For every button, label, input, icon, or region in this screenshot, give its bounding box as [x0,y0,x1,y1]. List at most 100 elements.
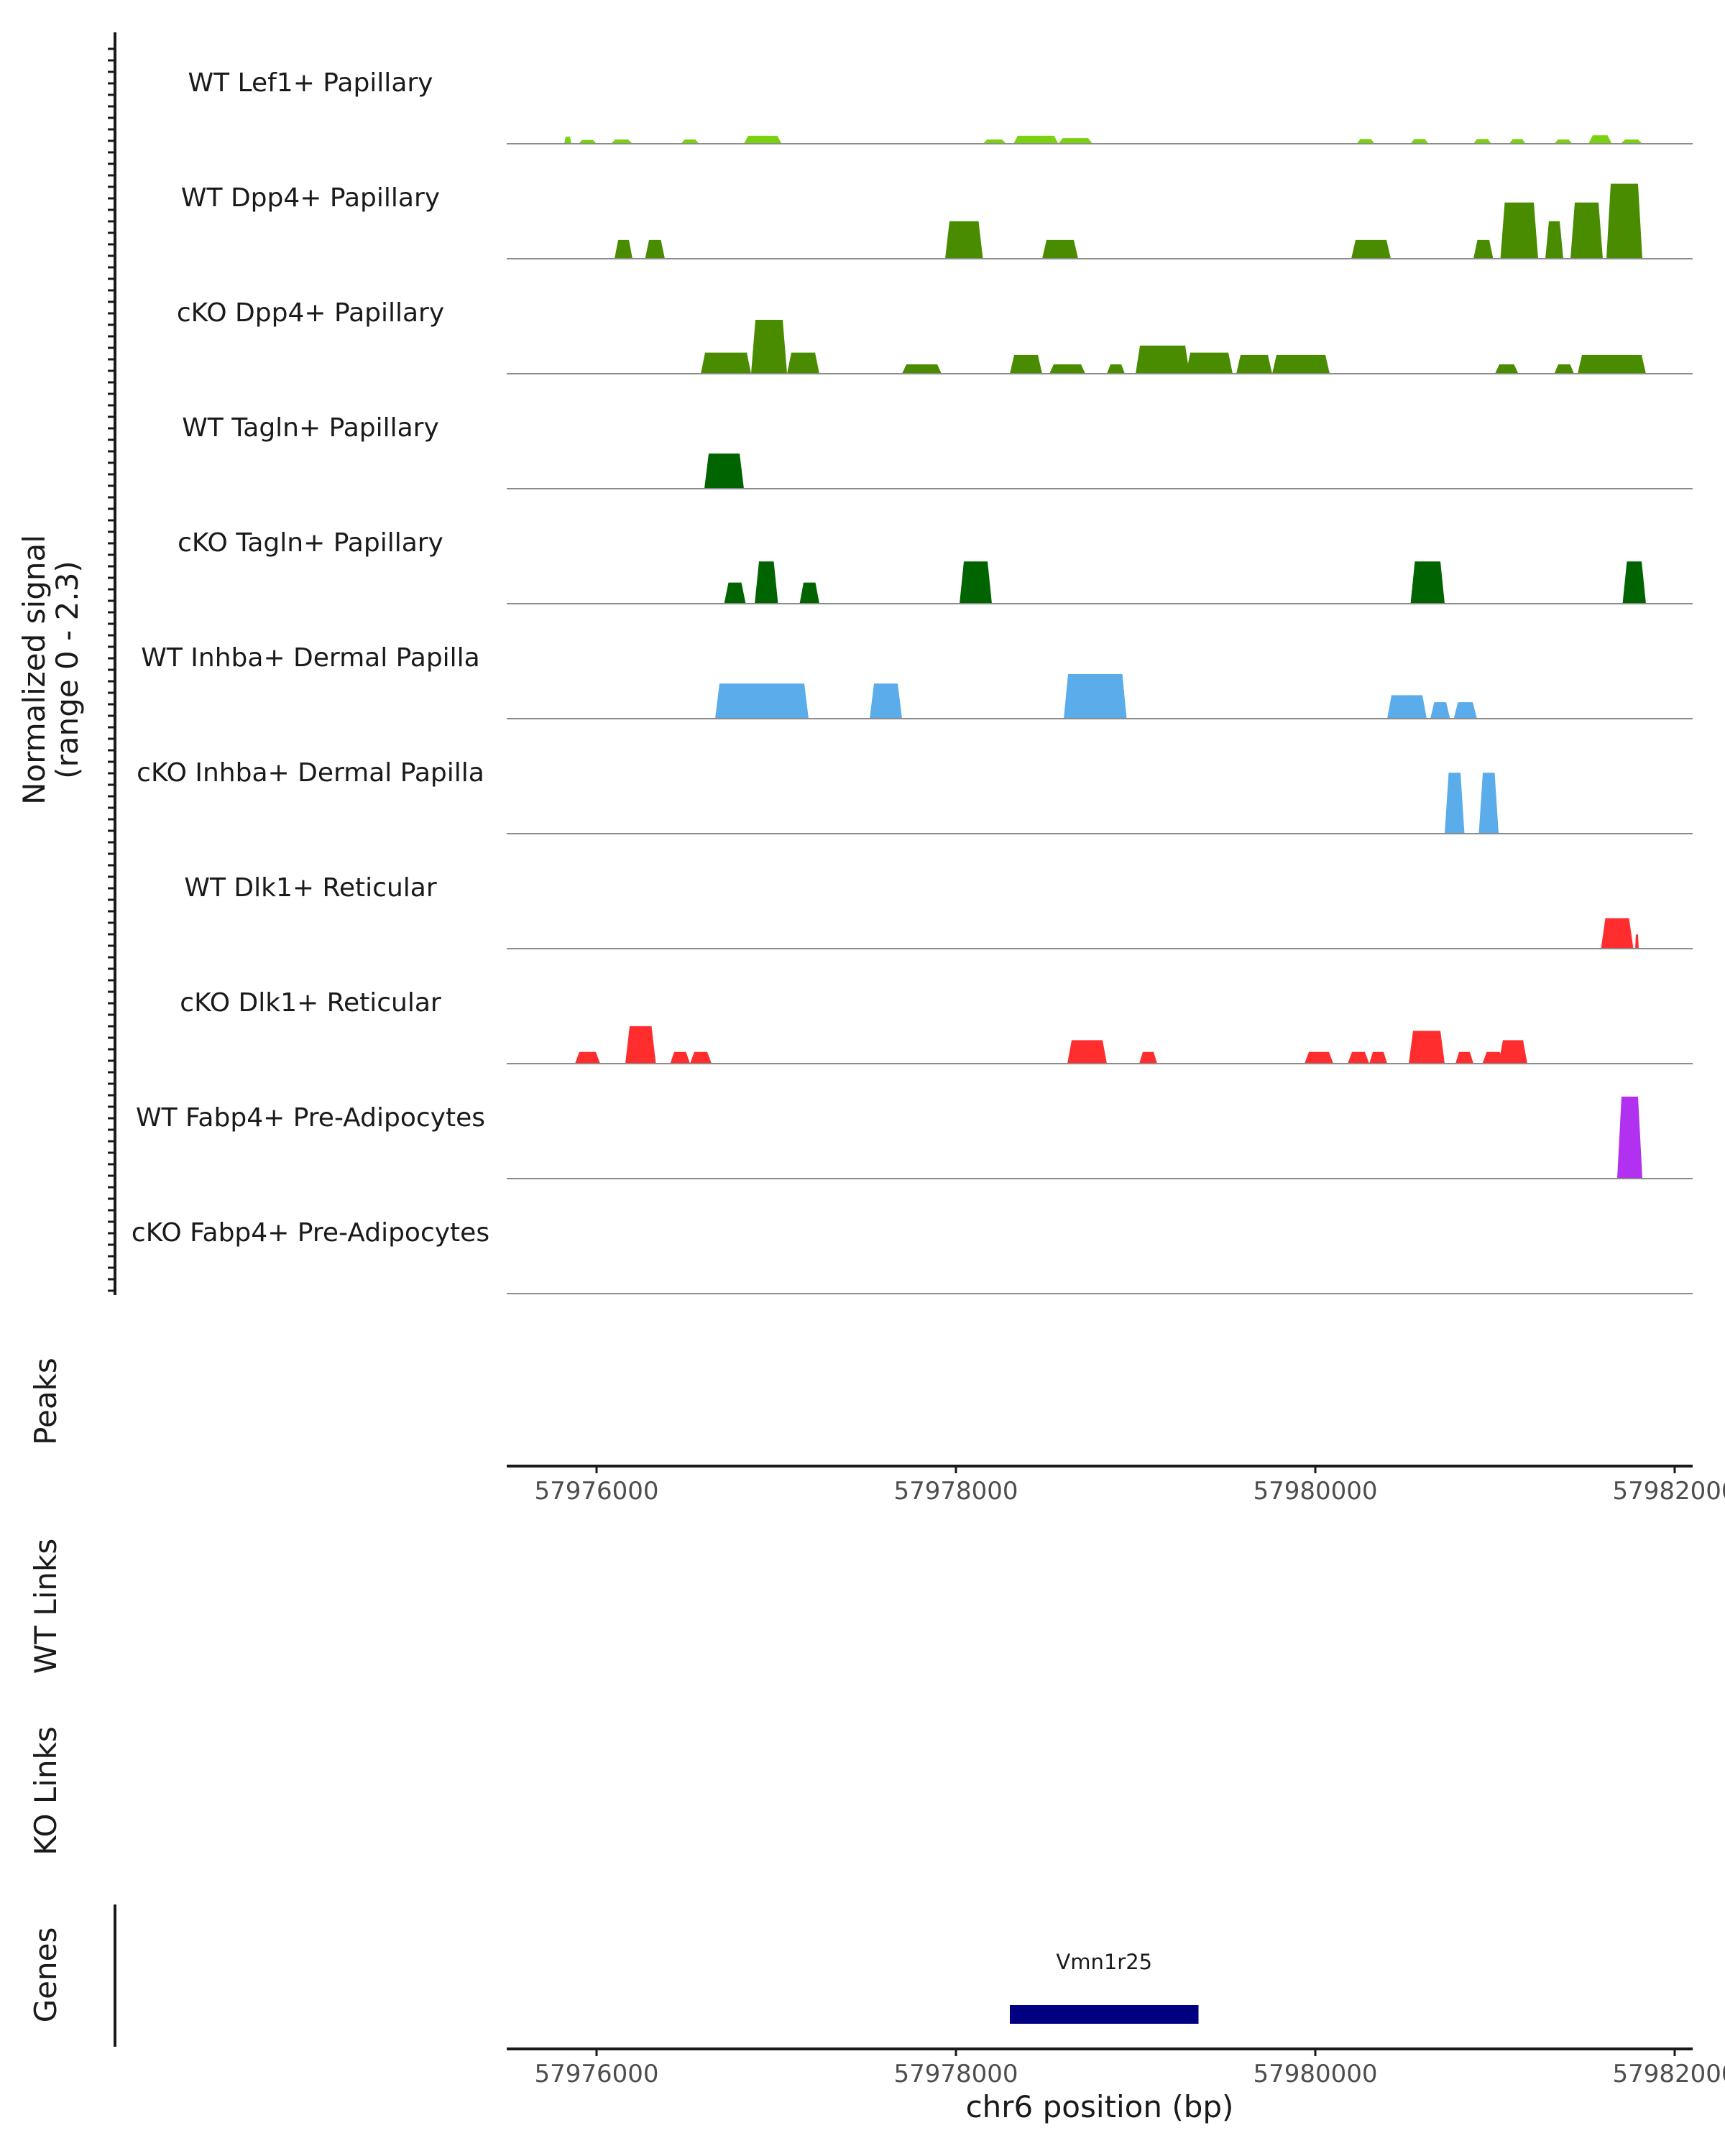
genes-x-tick-label-2: 57980000 [1253,2060,1377,2088]
track-wt-dlk1-reticular: WT Dlk1+ Reticular [184,873,1693,949]
signal-peak-wt-inhba-dermal-papilla-1 [870,683,902,719]
signal-peak-wt-dpp4-papillary-5 [1473,239,1494,259]
peaks-x-tick-label-0: 57976000 [534,1477,658,1506]
signal-peak-wt-dlk1-reticular-1 [1635,934,1639,949]
genes-panel: Genes Vmn1r25 57976000 57978000 57980000 57… [28,1904,1725,2124]
genes-x-tick-label-1: 57978000 [893,2060,1018,2088]
track-wt-inhba-dermal-papilla: WT Inhba+ Dermal Papilla [141,643,1693,719]
signal-peak-cko-dpp4-papillary-1 [751,320,787,374]
track-cko-dlk1-reticular: cKO Dlk1+ Reticular [180,988,1693,1064]
signal-peak-wt-lef1-papillary-12 [1554,139,1573,144]
signal-peak-cko-dlk1-reticular-5 [1139,1051,1157,1064]
track-cko-fabp4-pre-adipocytes: cKO Fabp4+ Pre-Adipocytes [132,1218,1693,1294]
signal-peak-cko-dpp4-papillary-4 [1010,354,1042,374]
links-panels: WT Links KO Links [28,1539,63,1856]
x-axis-title: chr6 position (bp) [966,2089,1234,2124]
track-label-wt-fabp4-pre-adipocytes: WT Fabp4+ Pre-Adipocytes [136,1103,485,1133]
peaks-label: Peaks [28,1358,63,1445]
genes-x-axis-ticks: 57976000 57978000 57980000 57982000 [534,2049,1725,2088]
signal-peak-wt-inhba-dermal-papilla-3 [1387,695,1427,719]
coverage-y-axis [108,32,116,1295]
signal-peak-wt-lef1-papillary-7 [1058,138,1092,144]
signal-peak-wt-inhba-dermal-papilla-2 [1064,674,1127,719]
signal-peak-wt-lef1-papillary-9 [1410,139,1429,144]
genes-x-tick-label-0: 57976000 [534,2060,658,2088]
track-wt-fabp4-pre-adipocytes: WT Fabp4+ Pre-Adipocytes [136,1096,1693,1179]
signal-peak-cko-dpp4-papillary-0 [701,352,751,374]
signal-peak-cko-tagln-papillary-3 [960,561,992,604]
signal-peak-wt-lef1-papillary-10 [1473,139,1491,144]
track-wt-lef1-papillary: WT Lef1+ Papillary [188,68,1693,144]
signal-peak-wt-dlk1-reticular-0 [1601,918,1634,949]
signal-peak-wt-lef1-papillary-6 [1013,135,1059,144]
signal-peak-cko-dpp4-papillary-8 [1186,352,1233,374]
signal-peak-wt-dpp4-papillary-7 [1545,221,1563,259]
track-cko-tagln-papillary: cKO Tagln+ Papillary [178,528,1693,604]
track-wt-tagln-papillary: WT Tagln+ Papillary [182,413,1693,489]
genes-label: Genes [28,1927,63,2023]
signal-peak-cko-dlk1-reticular-11 [1482,1051,1504,1064]
signal-peak-wt-lef1-papillary-3 [681,139,699,144]
signal-peak-wt-dpp4-papillary-9 [1606,183,1642,259]
track-label-cko-dlk1-reticular: cKO Dlk1+ Reticular [180,988,441,1018]
signal-peak-cko-dlk1-reticular-8 [1369,1051,1387,1064]
signal-peak-cko-dlk1-reticular-3 [690,1051,712,1064]
peaks-x-tick-label-1: 57978000 [893,1477,1018,1506]
signal-peak-wt-lef1-papillary-1 [579,139,597,144]
genes-x-tick-label-3: 57982000 [1612,2060,1725,2088]
signal-peak-wt-inhba-dermal-papilla-5 [1453,702,1477,719]
signal-peak-cko-dpp4-papillary-7 [1136,345,1190,374]
signal-peak-cko-dpp4-papillary-11 [1495,364,1519,374]
track-label-cko-tagln-papillary: cKO Tagln+ Papillary [178,528,443,558]
signal-peak-cko-dlk1-reticular-7 [1348,1051,1369,1064]
signal-peak-wt-dpp4-papillary-4 [1351,239,1391,259]
signal-peak-cko-dpp4-papillary-10 [1272,354,1330,374]
track-label-cko-inhba-dermal-papilla: cKO Inhba+ Dermal Papilla [137,758,484,788]
track-cko-inhba-dermal-papilla: cKO Inhba+ Dermal Papilla [137,758,1693,834]
signal-peak-wt-fabp4-pre-adipocytes-0 [1617,1096,1642,1179]
track-label-wt-tagln-papillary: WT Tagln+ Papillary [182,413,439,443]
wt-links-label: WT Links [28,1539,63,1674]
peaks-x-axis-ticks: 57976000 57978000 57980000 57982000 [534,1466,1725,1506]
signal-peak-wt-inhba-dermal-papilla-0 [715,683,809,719]
y-axis-title-line-1: Normalized signal [17,535,52,805]
track-label-wt-lef1-papillary: WT Lef1+ Papillary [188,68,433,98]
ko-links-label: KO Links [28,1726,63,1856]
signal-peak-cko-tagln-papillary-1 [755,561,778,604]
signal-peak-cko-tagln-papillary-0 [724,582,746,604]
signal-peak-cko-inhba-dermal-papilla-0 [1445,773,1465,834]
signal-peak-wt-dpp4-papillary-6 [1500,202,1538,259]
signal-peak-wt-dpp4-papillary-0 [615,239,632,259]
signal-peak-cko-dpp4-papillary-3 [902,364,942,374]
signal-peak-cko-dlk1-reticular-0 [575,1051,600,1064]
signal-peak-wt-lef1-papillary-8 [1356,139,1375,144]
peaks-x-tick-label-3: 57982000 [1612,1477,1725,1506]
signal-peak-wt-inhba-dermal-papilla-4 [1430,702,1450,719]
track-label-wt-inhba-dermal-papilla: WT Inhba+ Dermal Papilla [141,643,479,673]
signal-peak-wt-lef1-papillary-5 [983,139,1006,144]
signal-peak-wt-lef1-papillary-11 [1509,139,1526,144]
coverage-y-axis-title: Normalized signal (range 0 - 2.3) [17,535,85,805]
signal-peak-cko-dpp4-papillary-2 [787,352,819,374]
track-cko-dpp4-papillary: cKO Dpp4+ Papillary [177,298,1693,374]
signal-peak-cko-dpp4-papillary-12 [1554,364,1574,374]
signal-peak-cko-tagln-papillary-2 [799,582,819,604]
signal-peak-cko-dlk1-reticular-10 [1455,1051,1473,1064]
signal-peak-cko-tagln-papillary-5 [1622,561,1646,604]
signal-peak-cko-dpp4-papillary-13 [1578,354,1646,374]
signal-peak-wt-dpp4-papillary-2 [945,221,983,259]
track-label-cko-fabp4-pre-adipocytes: cKO Fabp4+ Pre-Adipocytes [132,1218,489,1248]
signal-peak-cko-dlk1-reticular-9 [1409,1031,1445,1064]
track-label-wt-dpp4-papillary: WT Dpp4+ Papillary [181,183,440,213]
signal-peak-cko-dlk1-reticular-4 [1067,1040,1107,1064]
signal-peak-cko-dlk1-reticular-2 [670,1051,690,1064]
coverage-tracks: WT Lef1+ Papillary WT Dpp4+ Papillary cKO … [132,68,1693,1294]
track-label-cko-dpp4-papillary: cKO Dpp4+ Papillary [177,298,444,328]
track-label-wt-dlk1-reticular: WT Dlk1+ Reticular [184,873,436,903]
signal-peak-cko-inhba-dermal-papilla-1 [1478,773,1499,834]
signal-peak-wt-lef1-papillary-14 [1621,139,1642,144]
signal-peak-cko-dpp4-papillary-9 [1236,354,1272,374]
gene-models: Vmn1r25 [1010,1950,1199,2024]
signal-peak-wt-lef1-papillary-4 [744,135,782,144]
signal-peak-wt-dpp4-papillary-8 [1570,202,1603,259]
